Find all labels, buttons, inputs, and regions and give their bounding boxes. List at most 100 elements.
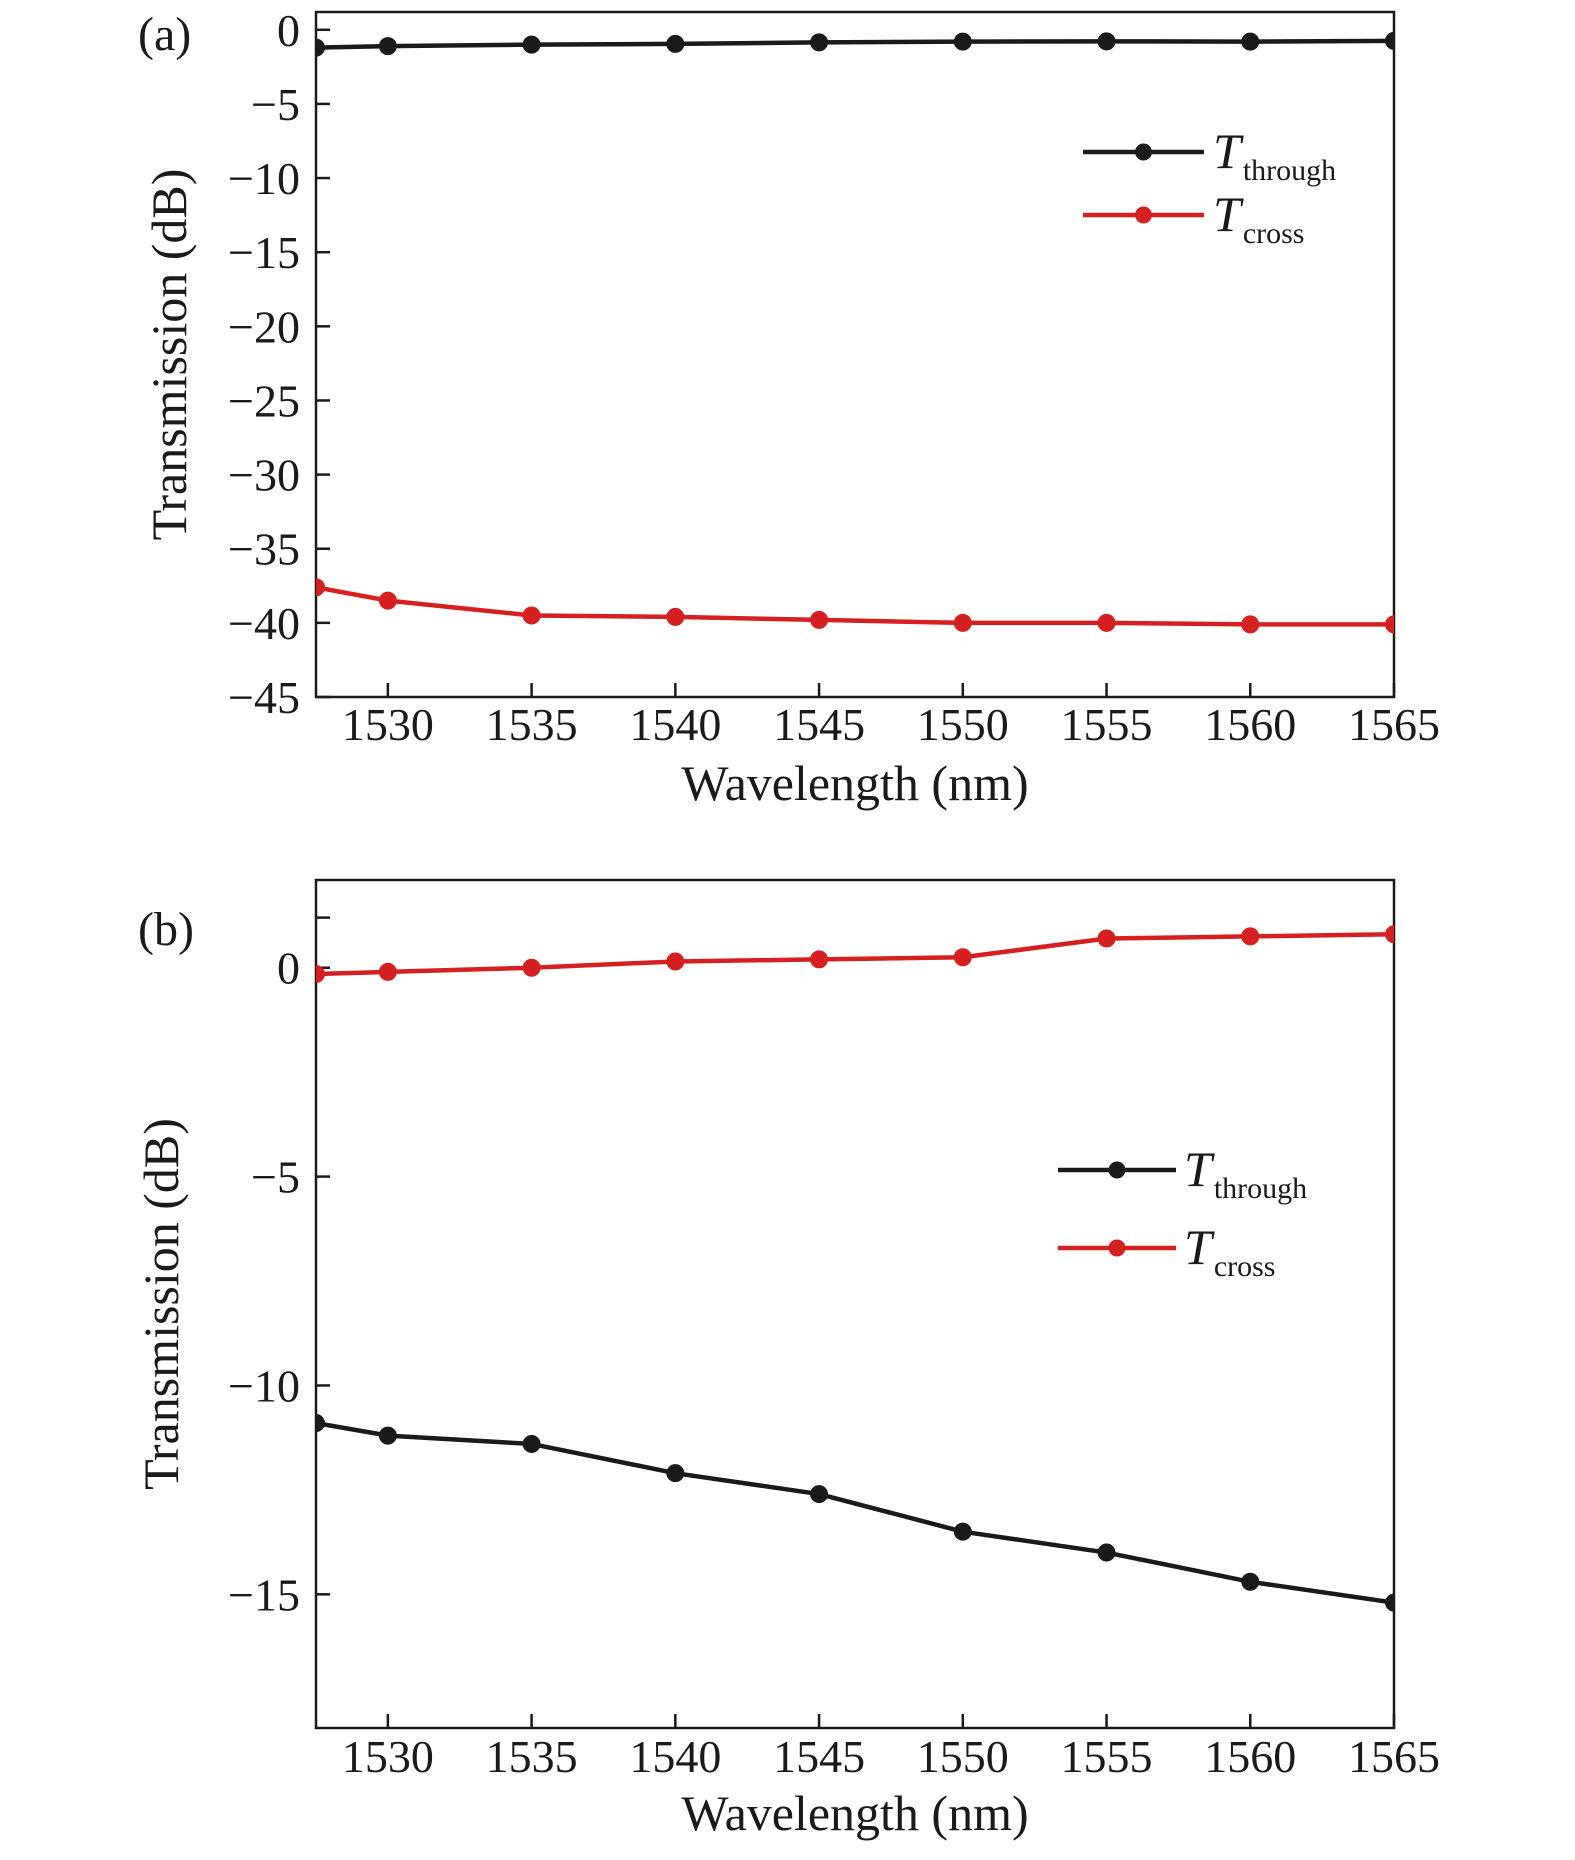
- x-tick-label: 1540: [629, 1731, 721, 1782]
- x-tick-label: 1550: [917, 699, 1009, 750]
- y-axis-title: Transmission (dB): [141, 169, 197, 541]
- y-tick-label: −30: [228, 450, 300, 501]
- y-tick-label: −5: [251, 79, 300, 130]
- legend-label-subscript: cross: [1243, 217, 1305, 250]
- series-through: [316, 31, 1394, 57]
- data-point-through: [810, 33, 829, 52]
- data-point-through: [810, 1485, 829, 1504]
- data-point-cross: [316, 964, 325, 983]
- legend-marker-through: [1135, 143, 1152, 161]
- series-line-through: [316, 1420, 1394, 1605]
- y-tick-label: 0: [277, 5, 300, 56]
- series-line-through: [316, 38, 1394, 50]
- legend-label-main: T: [1213, 186, 1244, 242]
- data-point-through: [1385, 31, 1394, 50]
- x-tick-label: 1530: [342, 1731, 434, 1782]
- y-tick-label: 0: [277, 943, 300, 994]
- x-tick-label: 1560: [1204, 699, 1296, 750]
- y-tick-label: −10: [228, 1360, 300, 1411]
- data-point-cross: [316, 578, 325, 597]
- series-through: [316, 1414, 1394, 1612]
- x-tick-label: 1565: [1348, 1731, 1440, 1782]
- legend-marker-cross: [1135, 206, 1152, 224]
- data-point-through: [522, 35, 541, 54]
- data-point-through: [666, 34, 685, 53]
- x-axis-title: Wavelength (nm): [681, 1785, 1028, 1841]
- data-point-through: [378, 37, 397, 56]
- legend-marker-cross: [1108, 1239, 1126, 1257]
- data-point-cross: [1241, 615, 1260, 634]
- legend-label-main: T: [1213, 123, 1244, 179]
- y-tick-label: −45: [228, 672, 300, 723]
- data-point-through: [1097, 1543, 1116, 1562]
- x-tick-label: 1550: [917, 1731, 1009, 1782]
- data-point-through: [1097, 32, 1116, 51]
- series-cross: [316, 925, 1394, 983]
- data-point-cross: [378, 591, 397, 610]
- x-tick-label: 1555: [1061, 699, 1153, 750]
- legend-marker-through: [1108, 1161, 1126, 1179]
- x-tick-label: 1545: [773, 1731, 865, 1782]
- y-axis-title: Transmission (dB): [133, 1118, 189, 1490]
- plot-frame: [314, 878, 1396, 1730]
- legend-label-subscript: through: [1214, 1172, 1307, 1205]
- x-tick-label: 1540: [629, 699, 721, 750]
- data-point-through: [1385, 1593, 1394, 1612]
- data-point-cross: [1097, 613, 1116, 632]
- y-tick-label: −25: [228, 375, 300, 426]
- chart-panel-b: 1530 1535 1540 1545 1550 1555 1560 1565 0 −5 −10 −1…: [133, 878, 1440, 1841]
- data-point-cross: [953, 613, 972, 632]
- legend-label-main: T: [1184, 1219, 1215, 1275]
- legend-label-main: T: [1184, 1141, 1215, 1197]
- series-cross: [316, 578, 1394, 634]
- data-point-cross: [522, 606, 541, 625]
- x-tick-label: 1545: [773, 699, 865, 750]
- data-point-cross: [522, 958, 541, 977]
- data-point-cross: [666, 607, 685, 626]
- chart-panel-a: 1530 1535 1540 1545 1550 1555 1560 1565 0 −5 −10 −1…: [138, 5, 1440, 811]
- x-tick-label: 1530: [342, 699, 434, 750]
- legend-label-cross: Tcross: [1213, 186, 1304, 250]
- y-tick-label: −35: [228, 524, 300, 575]
- data-point-through: [378, 1426, 397, 1445]
- series-line-cross: [316, 932, 1394, 977]
- data-point-cross: [1097, 929, 1116, 948]
- y-tick-label: −15: [228, 1569, 300, 1620]
- panel-label: (b): [138, 903, 194, 956]
- data-point-cross: [1385, 615, 1394, 634]
- x-tick-label: 1555: [1061, 1731, 1153, 1782]
- data-point-cross: [666, 952, 685, 971]
- data-point-cross: [810, 950, 829, 969]
- x-axis-title: Wavelength (nm): [681, 755, 1028, 811]
- legend-label-through: Tthrough: [1184, 1141, 1307, 1205]
- data-point-cross: [1241, 927, 1260, 946]
- x-tick-label: 1535: [486, 1731, 578, 1782]
- legend-label-subscript: cross: [1214, 1250, 1276, 1283]
- data-point-cross: [810, 610, 829, 629]
- y-tick-label: −5: [251, 1152, 300, 1203]
- data-point-cross: [378, 962, 397, 981]
- y-tick-label: −10: [228, 153, 300, 204]
- data-point-cross: [953, 948, 972, 967]
- y-tick-label: −20: [228, 301, 300, 352]
- data-point-cross: [1385, 925, 1394, 944]
- y-tick-label: −40: [228, 598, 300, 649]
- legend-label-through: Tthrough: [1213, 123, 1336, 187]
- data-point-through: [666, 1464, 685, 1483]
- panel-label: (a): [138, 8, 191, 61]
- data-point-through: [522, 1434, 541, 1453]
- data-point-through: [953, 32, 972, 51]
- data-point-through: [953, 1522, 972, 1541]
- y-tick-label: −15: [228, 227, 300, 278]
- plot-frame: [314, 10, 1396, 699]
- legend-label-cross: Tcross: [1184, 1219, 1275, 1283]
- x-tick-label: 1565: [1348, 699, 1440, 750]
- data-point-through: [316, 1414, 325, 1433]
- data-point-through: [1241, 1572, 1260, 1591]
- data-point-through: [1241, 32, 1260, 51]
- x-tick-label: 1535: [486, 699, 578, 750]
- series-line-cross: [316, 585, 1394, 627]
- legend-label-subscript: through: [1243, 154, 1336, 187]
- x-tick-label: 1560: [1204, 1731, 1296, 1782]
